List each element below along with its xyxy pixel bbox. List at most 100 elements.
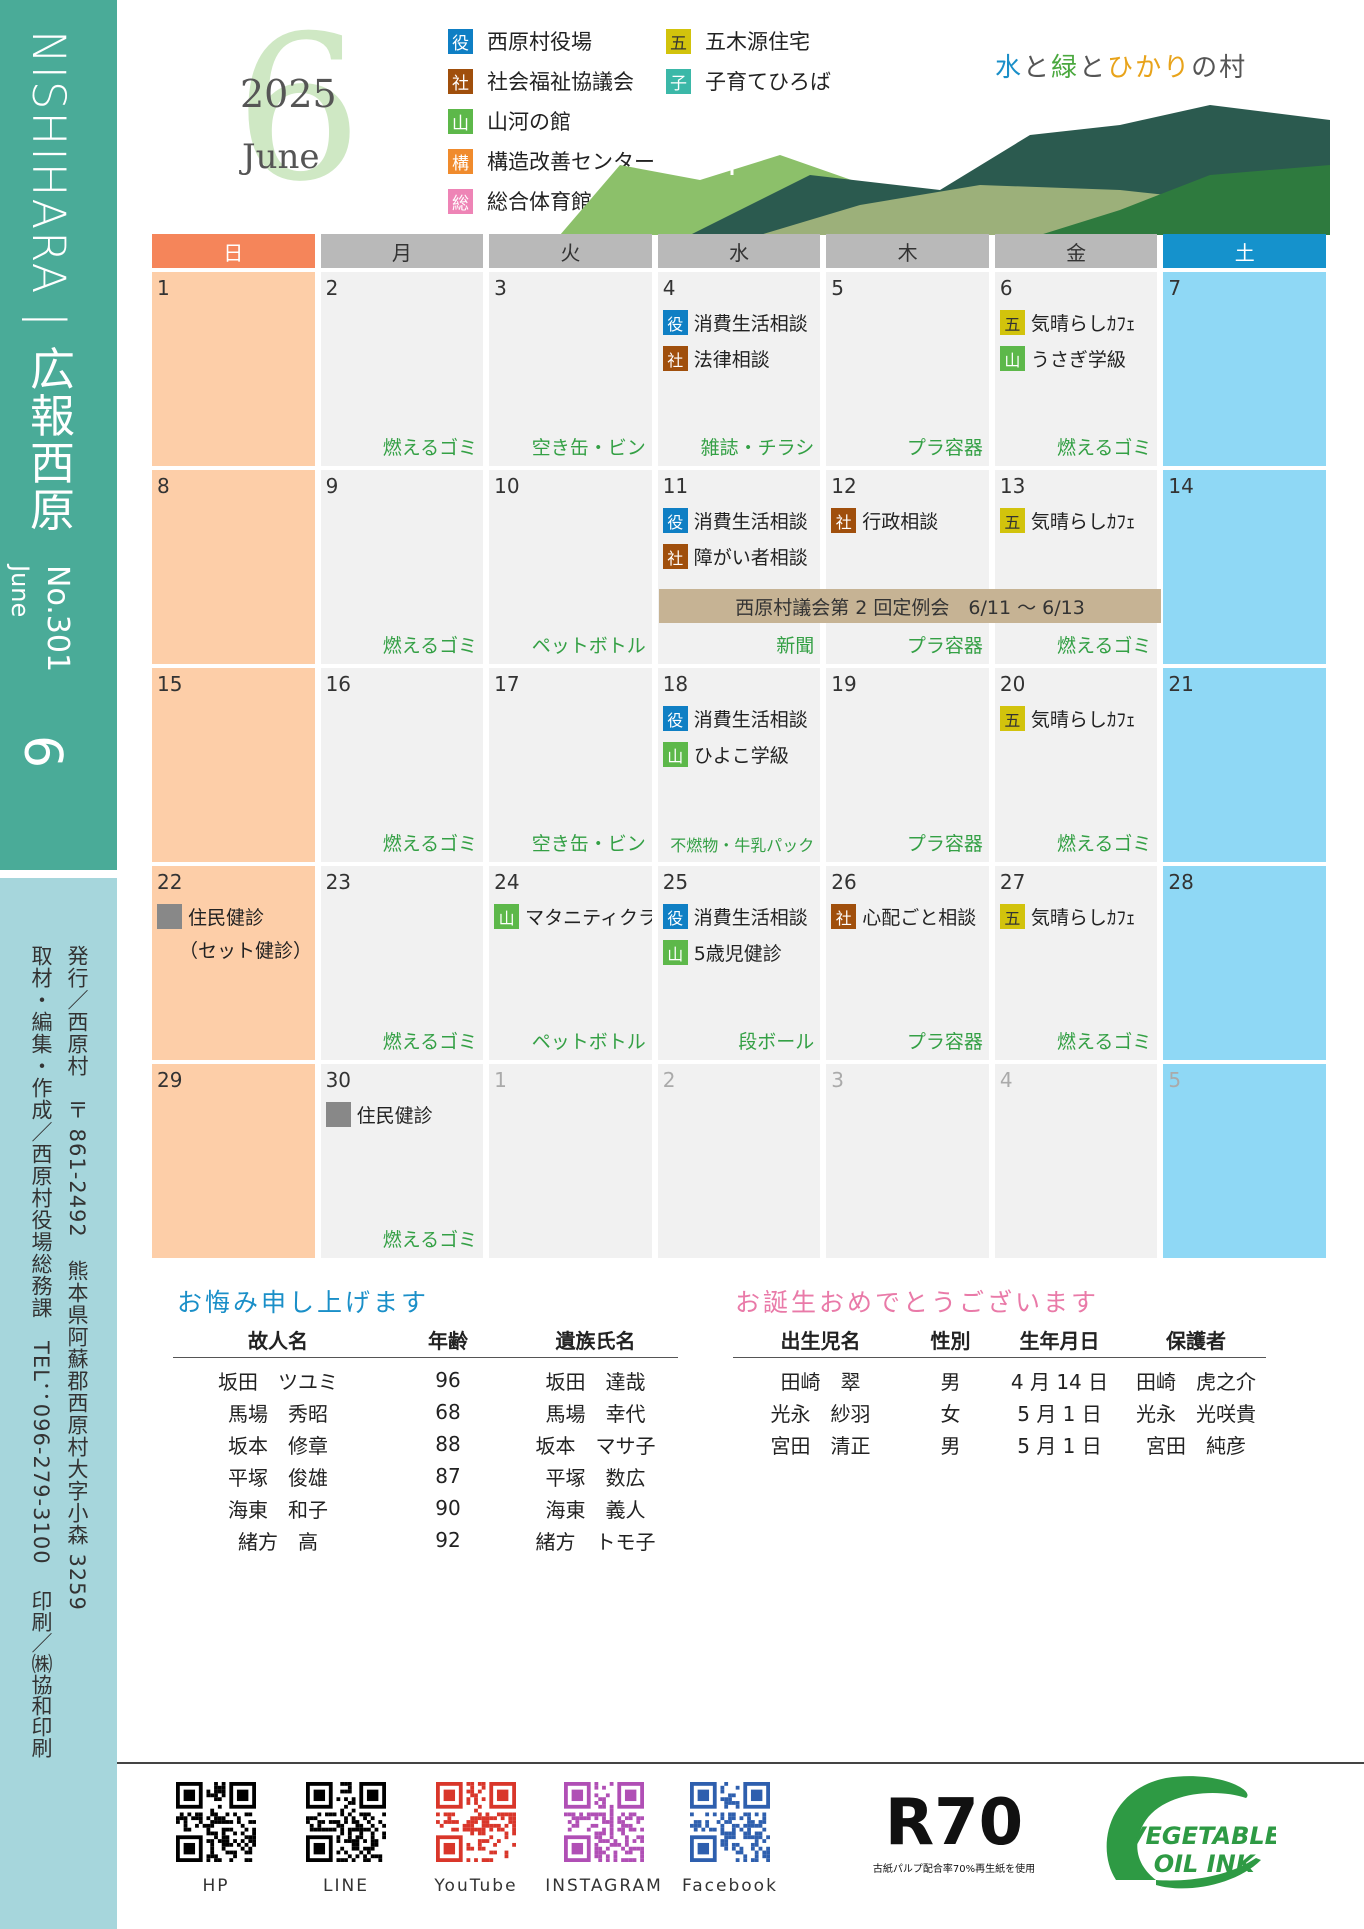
day-number: 7 xyxy=(1168,276,1182,300)
qr-label: YouTube xyxy=(434,1876,518,1896)
table-cell: 87 xyxy=(435,1464,461,1488)
weekday-label: 水 xyxy=(657,234,821,268)
year-label: 2025 xyxy=(240,72,337,116)
weekday-label: 金 xyxy=(994,234,1158,268)
day-number: 6 xyxy=(999,276,1013,300)
calendar-day: 18 役消費生活相談山ひよこ学級 不燃物・牛乳パック xyxy=(657,668,821,862)
colophon-editor: 取材・編集・作成／西原村役場総務課 TEL：096-279-3100 xyxy=(29,945,53,1565)
qr-code-icon[interactable] xyxy=(690,1782,770,1862)
table-cell: 男 xyxy=(940,1369,961,1394)
table-cell: 坂本 マサ子 xyxy=(535,1433,656,1458)
day-number: 4 xyxy=(662,276,676,300)
qr-code-icon[interactable] xyxy=(436,1782,516,1862)
day-number: 2 xyxy=(325,276,339,300)
calendar-day: 29 xyxy=(152,1064,315,1258)
day-number: 23 xyxy=(325,870,352,894)
table-cell: 5 月 1 日 xyxy=(1017,1433,1102,1458)
table-cell: 坂田 達哉 xyxy=(545,1369,646,1394)
condolences-table: 故人名 年齢 遺族氏名 坂田 ツユミ 96 坂田 達哉 馬場 秀昭 68 馬場 幸代 坂本 修章 8… xyxy=(173,1322,678,1556)
calendar-week: 15 16 燃えるゴミ 17 空き缶・ビン 18 役消費生活相談山ひよこ学級 不燃物・牛乳パッ… xyxy=(152,668,1326,862)
colophon-publisher: 発行／西原村 〒 861-2492 熊本県阿蘇郡西原村大字小森 3259 xyxy=(65,945,89,1611)
day-number: 16 xyxy=(325,672,352,696)
qr-code-icon[interactable] xyxy=(564,1782,644,1862)
event-label: 消費生活相談 xyxy=(693,709,808,731)
calendar-day: 14 xyxy=(1163,470,1326,664)
calendar-event: 社障がい者相談 xyxy=(662,543,816,570)
legend-item: 子子育てひろば xyxy=(666,66,831,96)
calendar-event: 五気晴らしｶﾌｪ xyxy=(999,507,1153,534)
qr-label: Facebook xyxy=(682,1876,778,1896)
qr-label: LINE xyxy=(323,1876,369,1896)
garbage-collection: 燃えるゴミ xyxy=(382,437,478,459)
garbage-collection: プラ容器 xyxy=(906,437,983,459)
calendar-event: 社法律相談 xyxy=(662,345,816,372)
council-session-banner: 西原村議会第 2 回定例会 6/11 ～ 6/13 xyxy=(659,589,1161,623)
calendar-event: 社行政相談 xyxy=(831,507,984,534)
event-label: 法律相談 xyxy=(693,349,770,371)
legend-item: 総総合体育館 xyxy=(448,186,592,216)
facility-badge xyxy=(157,904,182,929)
day-number: 28 xyxy=(1168,870,1194,894)
qr-code-icon[interactable] xyxy=(176,1782,256,1862)
calendar-day: 23 燃えるゴミ xyxy=(320,866,484,1060)
slogan-part: 水 xyxy=(995,53,1024,83)
table-cell: 光永 紗羽 xyxy=(770,1401,871,1426)
issue-month-number: 6 xyxy=(12,735,72,769)
magazine-title: NISHIHARA | 広報西原 xyxy=(22,30,75,534)
garbage-collection: 空き缶・ビン xyxy=(531,437,646,459)
day-number: 3 xyxy=(494,276,507,300)
garbage-collection: 雑誌・チラシ xyxy=(700,437,815,459)
sidebar-colophon xyxy=(0,878,117,1929)
table-cell: 宮田 純彦 xyxy=(1146,1433,1246,1458)
garbage-collection: 燃えるゴミ xyxy=(382,1031,478,1053)
births-title: お誕生おめでとうございます xyxy=(735,1288,1100,1317)
weekday-label: 火 xyxy=(489,234,652,268)
calendar-event: 山ひよこ学級 xyxy=(662,741,816,768)
facility-badge: 五 xyxy=(999,904,1025,929)
calendar-event: 五気晴らしｶﾌｪ xyxy=(999,903,1153,930)
day-number: 3 xyxy=(831,1068,845,1092)
garbage-collection: 燃えるゴミ xyxy=(382,635,478,657)
village-slogan: 水と緑とひかりの村 xyxy=(995,47,1247,84)
garbage-collection: プラ容器 xyxy=(906,635,983,657)
table-cell: 坂本 修章 xyxy=(228,1433,328,1458)
slogan-part: の村 xyxy=(1191,53,1248,83)
day-number: 1 xyxy=(494,1068,507,1092)
facility-badge: 山 xyxy=(999,346,1025,371)
event-label: マタニティクラス xyxy=(525,907,652,929)
table-cell: 96 xyxy=(435,1368,461,1392)
table-header: 故人名 年齢 遺族氏名 xyxy=(173,1322,678,1358)
calendar-day: 20 五気晴らしｶﾌｪ 燃えるゴミ xyxy=(994,668,1158,862)
calendar-week: 8 9 燃えるゴミ 10 ペットボトル 11 役消費生活相談社障がい者相談 新聞 12 社行政相談… xyxy=(152,470,1326,664)
garbage-collection: 空き缶・ビン xyxy=(531,833,646,855)
table-cell: 88 xyxy=(435,1432,461,1456)
weekday-label: 土 xyxy=(1163,234,1326,268)
event-label: ひよこ学級 xyxy=(693,745,789,767)
weekday-label: 日 xyxy=(152,234,315,268)
calendar-day: 2 燃えるゴミ xyxy=(320,272,484,466)
day-number: 22 xyxy=(157,870,183,894)
calendar-event: 五気晴らしｶﾌｪ xyxy=(999,309,1153,336)
legend-label: 西原村役場 xyxy=(487,30,592,54)
event-label: 気晴らしｶﾌｪ xyxy=(1030,511,1136,533)
table-row: 田崎 翠 男 4 月 14 日 田崎 虎之介 xyxy=(733,1364,1266,1396)
garbage-collection: 燃えるゴミ xyxy=(382,1229,478,1251)
day-number: 10 xyxy=(494,474,520,498)
facility-badge: 総 xyxy=(448,188,473,214)
table-cell: 緒方 トモ子 xyxy=(535,1529,656,1554)
event-label: 消費生活相談 xyxy=(693,907,808,929)
day-number: 2 xyxy=(662,1068,676,1092)
calendar-day: 19 プラ容器 xyxy=(826,668,989,862)
facility-badge: 役 xyxy=(662,904,688,929)
facility-badge xyxy=(325,1102,351,1127)
calendar-day: 24 山マタニティクラスペットボトル xyxy=(489,866,652,1060)
legend-label: 社会福祉協議会 xyxy=(487,70,634,94)
calendar-day: 22 住民健診 （セット健診） xyxy=(152,866,315,1060)
qr-code-icon[interactable] xyxy=(306,1782,386,1862)
slogan-part: 緑 xyxy=(1051,53,1080,83)
facility-badge: 社 xyxy=(831,508,857,533)
column-header: 遺族氏名 xyxy=(555,1329,636,1353)
legend-label: 総合体育館 xyxy=(487,190,592,214)
